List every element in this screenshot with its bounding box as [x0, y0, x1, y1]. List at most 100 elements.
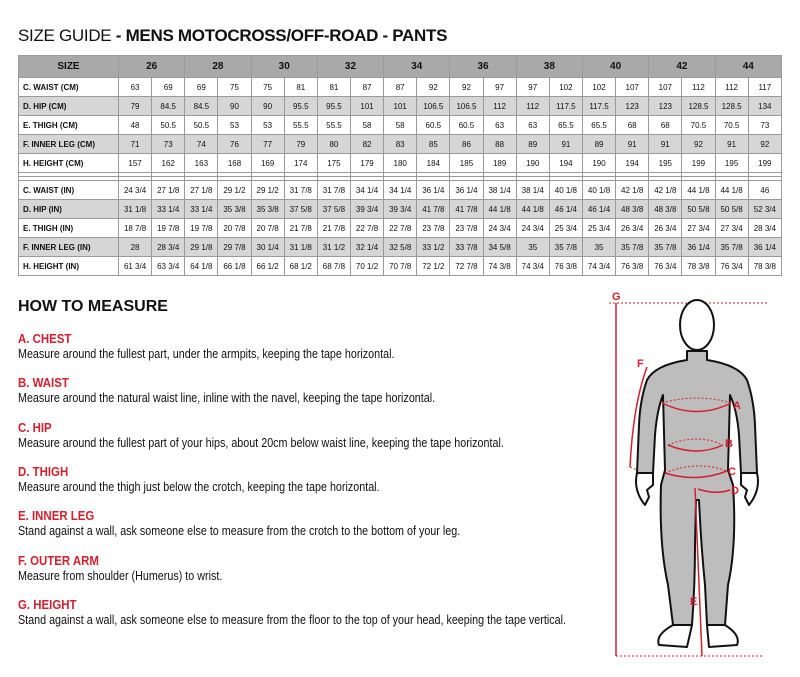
- table-cell: 95.5: [316, 96, 351, 116]
- table-cell: 41 7/8: [449, 199, 484, 219]
- table-cell: 102: [581, 77, 617, 97]
- label-f: F: [637, 358, 644, 370]
- table-cell: 81: [316, 77, 351, 97]
- table-cell: 32 5/8: [383, 237, 418, 257]
- table-cell: 44 1/8: [515, 199, 550, 219]
- table-cell: 37 5/8: [316, 199, 351, 219]
- table-cell: 19 7/8: [184, 218, 219, 238]
- table-row: E. THIGH (CM) 48 50.5 50.5 53 53 55.5 55.5 58 58 6…: [18, 115, 783, 135]
- table-cell: 169: [250, 153, 285, 173]
- table-cell: 20 7/8: [250, 218, 285, 238]
- table-cell: 68 1/2: [283, 256, 318, 276]
- table-cell: 89: [581, 134, 617, 154]
- table-cell: 95.5: [283, 96, 318, 116]
- measure-section: G. HEIGHT Stand against a wall, ask someo…: [18, 597, 655, 627]
- row-label: E. THIGH (IN): [18, 218, 119, 238]
- table-cell: 48 3/8: [615, 199, 650, 219]
- table-cell: 24 3/4: [117, 180, 153, 200]
- table-cell: 63 3/4: [151, 256, 186, 276]
- table-cell: 22 7/8: [383, 218, 418, 238]
- table-cell: 25 3/4: [581, 218, 617, 238]
- table-cell: 31 7/8: [283, 180, 318, 200]
- table-cell: 46: [747, 180, 783, 200]
- measure-section: D. THIGH Measure around the thigh just be…: [18, 464, 438, 494]
- table-cell: 29 7/8: [217, 237, 252, 257]
- page-title: SIZE GUIDE - MENS MOTOCROSS/OFF-ROAD - P…: [18, 26, 447, 46]
- size-header: 28: [184, 55, 252, 78]
- table-cell: 35 7/8: [714, 237, 749, 257]
- table-row: H. HEIGHT (CM) 157 162 163 168 169 174 175 179 18…: [18, 153, 783, 173]
- height-guide: [609, 302, 767, 657]
- table-cell: 31 7/8: [316, 180, 351, 200]
- table-cell: 39 3/4: [383, 199, 418, 219]
- table-cell: 36 1/4: [747, 237, 783, 257]
- table-cell: 50 5/8: [714, 199, 749, 219]
- table-cell: 76: [217, 134, 252, 154]
- table-cell: 26 3/4: [615, 218, 650, 238]
- table-cell: 76 3/4: [648, 256, 683, 276]
- measure-section: C. HIP Measure around the fullest part of…: [18, 420, 583, 450]
- table-cell: 40 1/8: [581, 180, 617, 200]
- table-cell: 76 3/8: [615, 256, 650, 276]
- table-cell: 90: [250, 96, 285, 116]
- table-cell: 112: [482, 96, 517, 116]
- table-cell: 180: [383, 153, 418, 173]
- row-label: D. HIP (CM): [18, 96, 119, 116]
- title-prefix: SIZE GUIDE: [18, 26, 112, 45]
- table-cell: 74 3/8: [482, 256, 517, 276]
- size-header: 40: [581, 55, 650, 78]
- table-cell: 46 1/4: [581, 199, 617, 219]
- label-a: A: [733, 400, 741, 412]
- measure-description: Measure around the fullest part, under t…: [18, 347, 395, 361]
- size-header: 34: [383, 55, 451, 78]
- table-cell: 35 7/8: [648, 237, 683, 257]
- measure-heading: G. HEIGHT: [18, 596, 77, 612]
- table-cell: 97: [515, 77, 550, 97]
- measure-description: Stand against a wall, ask someone else t…: [18, 524, 461, 539]
- table-cell: 91: [548, 134, 583, 154]
- table-cell: 42 1/8: [615, 180, 650, 200]
- measure-heading: F. OUTER ARM: [18, 552, 99, 568]
- table-cell: 31 1/8: [117, 199, 153, 219]
- table-cell: 29 1/2: [250, 180, 285, 200]
- table-cell: 33 1/4: [151, 199, 186, 219]
- table-cell: 27 1/8: [151, 180, 186, 200]
- table-row: D. HIP (IN) 31 1/8 33 1/4 33 1/4 35 3/8 35 3/…: [18, 199, 783, 219]
- table-cell: 74 3/4: [515, 256, 550, 276]
- table-cell: 106.5: [416, 96, 451, 116]
- row-label: H. HEIGHT (IN): [18, 256, 119, 276]
- measure-description: Measure around the thigh just below the …: [18, 479, 380, 494]
- table-cell: 83: [383, 134, 418, 154]
- measure-section: B. WAIST Measure around the natural waist…: [18, 375, 503, 405]
- table-cell: 35 7/8: [548, 237, 583, 257]
- label-g: G: [612, 291, 621, 303]
- table-cell: 157: [117, 153, 153, 173]
- table-cell: 38 1/4: [515, 180, 550, 200]
- table-cell: 39 3/4: [349, 199, 385, 219]
- table-cell: 195: [648, 153, 683, 173]
- measure-section: F. OUTER ARM Measure from shoulder (Humer…: [18, 553, 256, 583]
- table-cell: 35 3/8: [217, 199, 252, 219]
- table-cell: 65.5: [548, 115, 583, 135]
- table-cell: 91: [615, 134, 650, 154]
- table-cell: 24 3/4: [482, 218, 517, 238]
- table-cell: 87: [349, 77, 385, 97]
- table-cell: 35 3/8: [250, 199, 285, 219]
- table-cell: 73: [151, 134, 186, 154]
- table-cell: 107: [615, 77, 650, 97]
- size-header: 44: [714, 55, 783, 78]
- table-cell: 72 7/8: [449, 256, 484, 276]
- table-cell: 92: [416, 77, 451, 97]
- table-cell: 36 1/4: [449, 180, 484, 200]
- table-cell: 60.5: [416, 115, 451, 135]
- table-cell: 38 1/4: [482, 180, 517, 200]
- table-cell: 21 7/8: [316, 218, 351, 238]
- body-silhouette: [635, 299, 759, 648]
- table-cell: 168: [217, 153, 252, 173]
- measure-heading: B. WAIST: [18, 375, 69, 391]
- size-header-label: SIZE: [18, 55, 119, 78]
- table-cell: 55.5: [316, 115, 351, 135]
- table-cell: 63: [117, 77, 153, 97]
- table-cell: 41 7/8: [416, 199, 451, 219]
- table-cell: 190: [515, 153, 550, 173]
